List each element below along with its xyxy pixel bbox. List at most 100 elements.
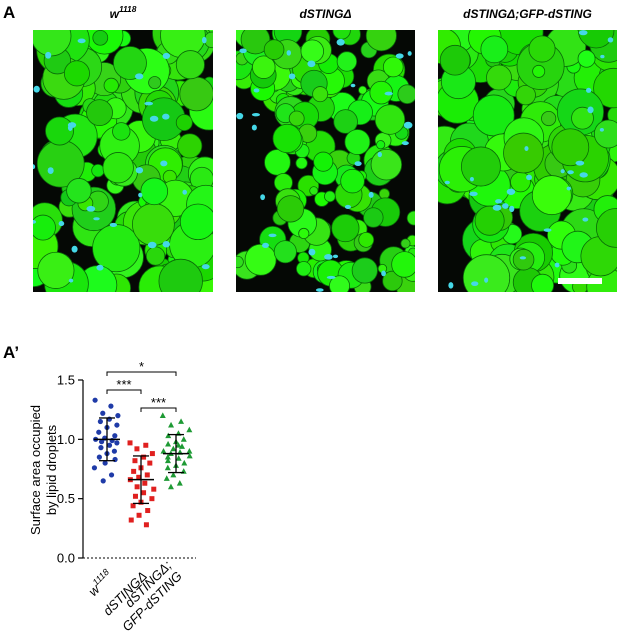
lipid-droplet <box>295 157 308 170</box>
nucleus <box>77 38 86 44</box>
nucleus <box>308 248 316 256</box>
label-base: w <box>110 7 120 21</box>
nucleus <box>336 38 345 46</box>
lipid-droplet <box>571 106 594 130</box>
lipid-droplet <box>329 275 351 292</box>
nucleus <box>147 241 157 249</box>
lipid-droplet <box>158 258 203 292</box>
label: dSTINGΔ <box>299 7 351 21</box>
nucleus <box>251 124 257 131</box>
nucleus <box>162 52 171 60</box>
nucleus <box>566 186 572 191</box>
data-point <box>131 468 137 474</box>
lipid-droplet <box>145 246 166 266</box>
y-tick-label: 1.5 <box>57 373 75 388</box>
nucleus <box>354 161 362 167</box>
data-point <box>164 453 171 460</box>
nucleus <box>239 48 247 54</box>
lipid-droplet <box>486 64 512 91</box>
lipid-droplet <box>344 129 371 155</box>
nucleus <box>33 220 37 224</box>
lipid-droplet <box>177 133 203 159</box>
data-point <box>176 480 183 486</box>
data-point <box>165 432 172 439</box>
nucleus <box>403 121 413 129</box>
lipid-droplet <box>33 30 72 57</box>
significance-bracket <box>106 371 177 376</box>
nucleus <box>33 164 36 170</box>
nucleus <box>575 160 585 166</box>
data-point <box>143 522 149 528</box>
lipid-droplet <box>296 261 312 277</box>
nucleus <box>526 174 532 181</box>
nucleus <box>307 60 316 68</box>
lipid-droplet <box>363 207 384 228</box>
nucleus <box>509 205 515 213</box>
nucleus <box>135 167 144 174</box>
lipid-droplet <box>515 84 536 106</box>
lipid-droplet <box>236 255 244 269</box>
lipid-droplet <box>474 205 505 236</box>
lipid-droplet <box>577 49 596 68</box>
lipid-droplet <box>179 203 213 241</box>
nucleus <box>160 160 168 167</box>
data-point <box>100 410 106 416</box>
nucleus <box>495 199 503 204</box>
lipid-droplet <box>382 270 403 292</box>
lipid-droplet <box>263 39 285 60</box>
nucleus <box>326 275 336 279</box>
lipid-droplet <box>103 77 119 94</box>
nucleus <box>96 264 104 271</box>
lipid-droplet <box>531 273 555 292</box>
lipid-droplet <box>309 186 319 196</box>
lipid-droplet <box>112 122 131 141</box>
data-point <box>167 483 174 490</box>
nucleus <box>519 256 527 260</box>
label: w1118 <box>110 4 137 21</box>
micrograph <box>33 30 213 292</box>
lipid-droplet <box>369 80 393 105</box>
lipid-droplet <box>300 39 325 63</box>
lipid-droplet <box>531 175 572 216</box>
nucleus <box>492 204 502 211</box>
data-point <box>91 465 98 471</box>
data-point <box>151 486 157 492</box>
lipid-droplet <box>510 171 531 193</box>
data-point <box>186 426 193 433</box>
nucleus <box>401 141 409 146</box>
lipid-droplet <box>113 46 147 80</box>
data-point <box>128 517 134 523</box>
lipid-droplet <box>66 178 92 204</box>
data-point <box>98 439 105 445</box>
lipid-droplet <box>541 110 557 127</box>
label-sup: 1118 <box>91 567 111 587</box>
data-point <box>114 440 120 446</box>
nucleus <box>469 191 478 197</box>
nucleus <box>484 277 489 283</box>
data-point <box>147 460 153 466</box>
y-tick-label: 1.0 <box>57 432 75 447</box>
lipid-droplet <box>92 30 109 46</box>
data-point <box>111 448 117 454</box>
data-point <box>159 412 166 418</box>
lipid-droplet <box>324 190 336 203</box>
data-point <box>112 433 118 439</box>
lipid-droplet <box>551 128 590 167</box>
lipid-droplet <box>336 51 358 72</box>
nucleus <box>201 36 207 44</box>
data-point <box>178 418 185 424</box>
lipid-droplet <box>351 257 378 284</box>
nucleus <box>344 204 351 210</box>
nucleus <box>524 146 529 151</box>
nucleus <box>607 37 614 43</box>
lipid-droplet <box>244 243 277 276</box>
lipid-droplet <box>378 188 390 200</box>
data-point <box>145 508 151 514</box>
nucleus <box>471 281 479 287</box>
lipid-droplet <box>333 109 358 134</box>
significance-bracket <box>106 389 142 394</box>
lipid-droplet <box>92 224 141 273</box>
lipid-droplet <box>131 203 175 246</box>
lipid-droplet <box>160 30 206 59</box>
lipid-droplet <box>37 251 75 289</box>
